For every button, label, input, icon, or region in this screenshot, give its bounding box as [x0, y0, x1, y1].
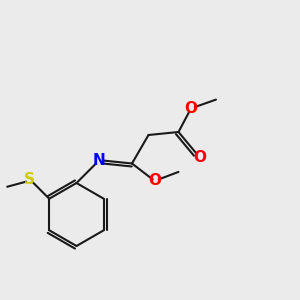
Text: O: O: [148, 173, 161, 188]
Text: N: N: [93, 153, 105, 168]
Text: S: S: [24, 172, 35, 187]
Text: O: O: [193, 150, 206, 165]
Text: O: O: [184, 101, 197, 116]
